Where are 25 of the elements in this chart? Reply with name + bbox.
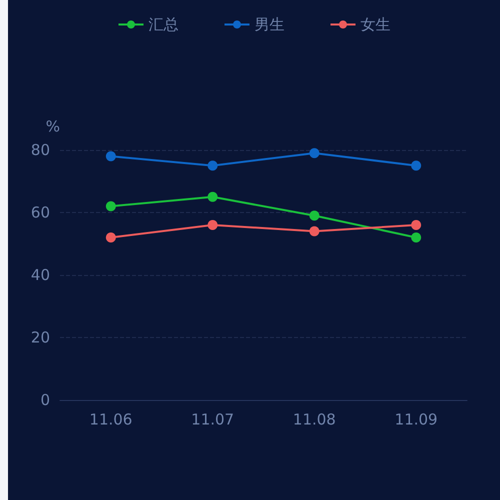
legend-label: 汇总	[148, 16, 178, 34]
legend-label: 男生	[254, 16, 284, 34]
y-tick-label: 40	[30, 266, 50, 284]
point	[106, 232, 116, 242]
point	[411, 232, 422, 242]
point	[309, 148, 320, 158]
legend-label: 女生	[360, 16, 390, 34]
y-tick-label: 80	[30, 141, 50, 159]
point	[106, 151, 116, 162]
x-tick-label: 11.07	[191, 410, 234, 428]
point	[208, 192, 218, 202]
x-tick-label: 11.09	[394, 410, 438, 428]
y-axis-title: %	[46, 118, 60, 136]
y-tick-label: 60	[30, 204, 50, 222]
x-tick-label: 11.06	[89, 410, 132, 428]
point	[208, 160, 218, 171]
y-tick-label: 0	[40, 391, 50, 409]
point	[106, 201, 116, 212]
y-tick-label: 20	[30, 328, 50, 346]
point	[411, 220, 422, 230]
point	[309, 210, 320, 221]
point	[411, 160, 422, 171]
point	[309, 226, 320, 236]
point	[208, 220, 218, 230]
x-tick-label: 11.08	[292, 410, 336, 428]
